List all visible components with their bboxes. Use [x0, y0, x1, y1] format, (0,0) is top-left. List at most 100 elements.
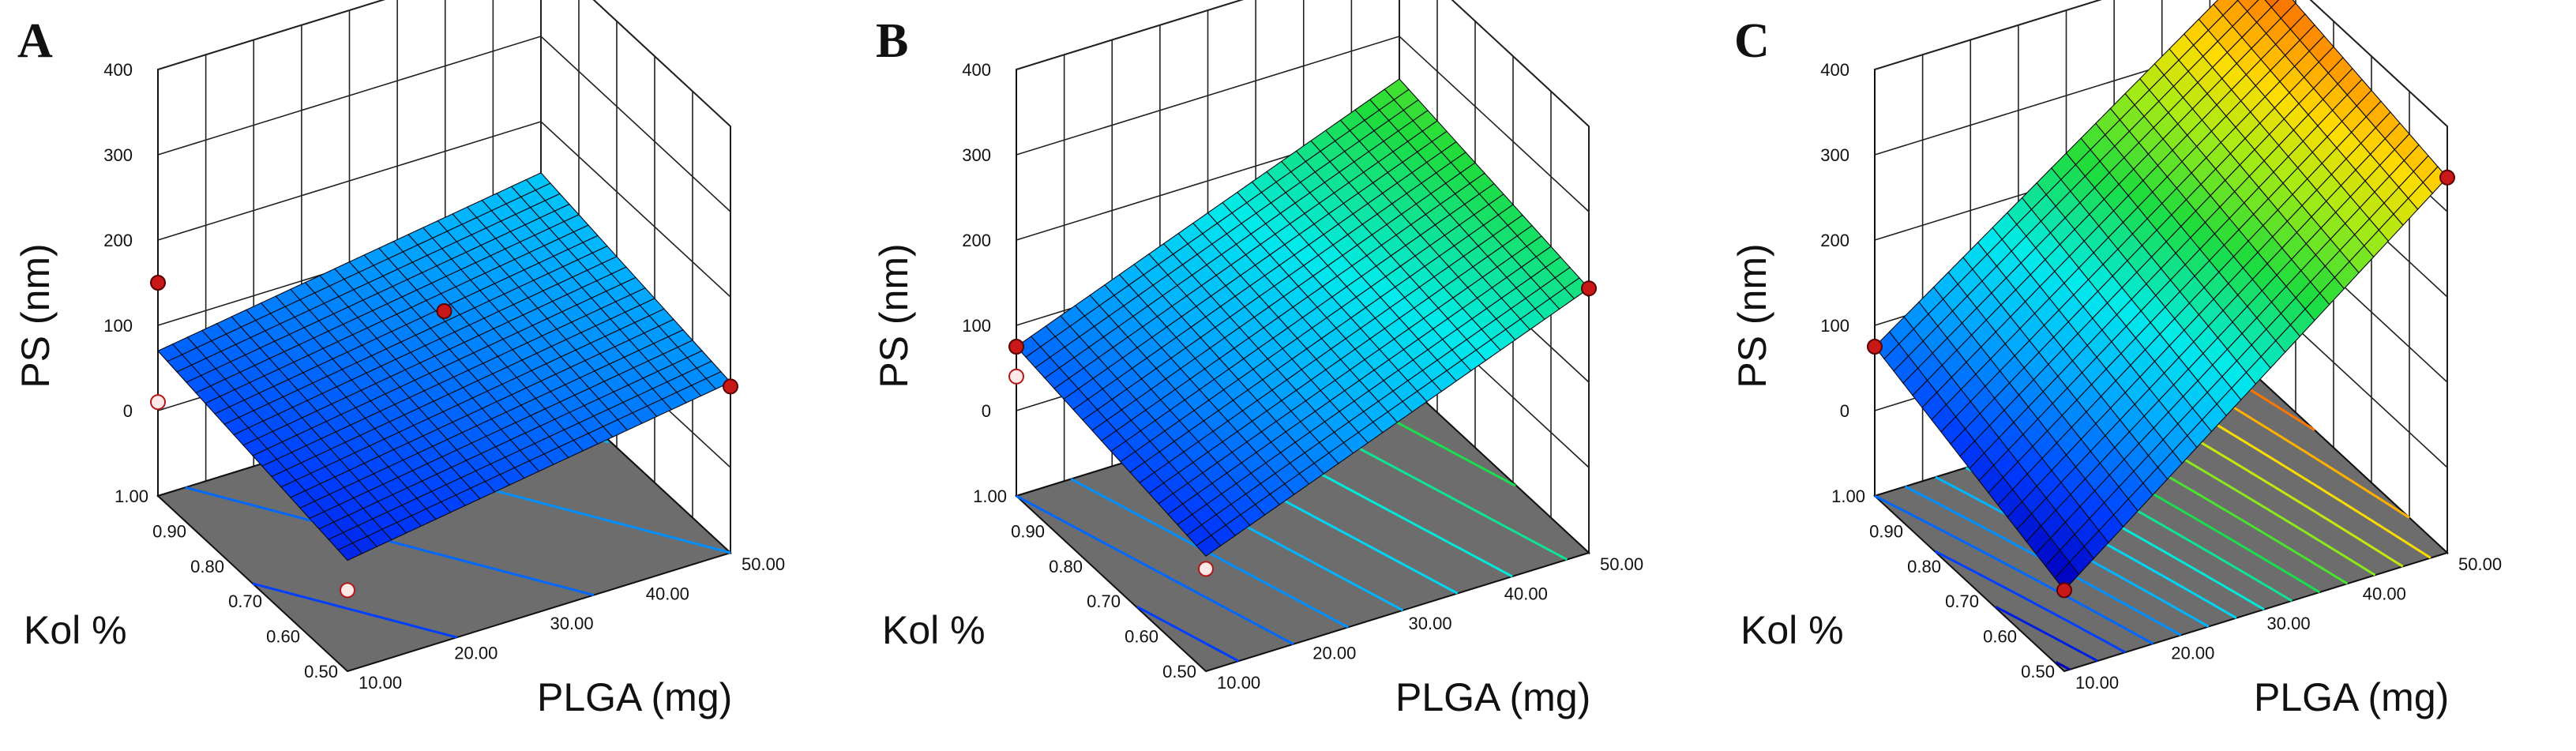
x-tick-label: 50.00 — [2458, 554, 2502, 574]
design-point-above — [723, 378, 738, 395]
z-tick-label: 0 — [123, 401, 133, 421]
x-tick-label: 40.00 — [646, 584, 689, 604]
y-axis-title: Kol % — [882, 608, 986, 652]
z-axis-title: PS (nm) — [13, 243, 58, 388]
y-tick-label: 1.00 — [1831, 486, 1865, 506]
z-tick-label: 400 — [1820, 60, 1849, 80]
x-axis-title: PLGA (mg) — [537, 675, 732, 719]
design-point-below — [340, 582, 355, 599]
contour-line — [1136, 605, 1240, 663]
y-tick-label: 0.50 — [2021, 662, 2055, 682]
y-tick-label: 0.70 — [1945, 591, 1979, 611]
design-point-below — [1008, 368, 1024, 385]
z-grid — [1016, 0, 1590, 127]
x-tick-label: 30.00 — [2267, 614, 2311, 633]
design-point-above — [150, 275, 166, 291]
z-tick-label: 0 — [1840, 401, 1849, 421]
x-tick-label: 20.00 — [1312, 644, 1356, 663]
design-points — [1867, 169, 2455, 599]
design-point-below — [1198, 561, 1214, 577]
z-tick-label: 200 — [103, 231, 133, 250]
panel-c: C 400 300 200 100 0 0.50 0.60 0.70 0.80 0.90 1.00 1… — [1717, 0, 2575, 751]
z-grid — [157, 0, 731, 127]
z-tick-label: 200 — [962, 231, 991, 250]
x-axis-title: PLGA (mg) — [1395, 675, 1590, 719]
x-tick-label: 40.00 — [1504, 584, 1548, 604]
surface — [157, 172, 731, 561]
z-tick-label: 300 — [1820, 145, 1849, 165]
y-tick-label: 1.00 — [973, 486, 1007, 506]
ticks: 400 300 200 100 0 0.500.600.700.800.901.00 10.… — [962, 60, 1643, 693]
panel-letter: C — [1734, 14, 1770, 68]
surface-cell — [2236, 0, 2259, 13]
y-tick-label: 0.60 — [266, 627, 300, 647]
contour-line — [1995, 605, 2098, 663]
y-tick-label: 0.80 — [1049, 557, 1083, 576]
ticks: 400 300 200 100 0 0.500.600.700.800.901.00 10.… — [1820, 60, 2502, 693]
y-tick-label: 0.80 — [1907, 557, 1941, 576]
x-tick-label: 50.00 — [1600, 554, 1643, 574]
y-tick-label: 0.90 — [1011, 521, 1045, 541]
x-tick-label: 20.00 — [2171, 644, 2214, 663]
contour-line — [2178, 400, 2431, 559]
design-point-above — [2056, 582, 2072, 599]
z-tick-label: 400 — [962, 60, 991, 80]
panel-letter: B — [876, 14, 908, 68]
chart-c: C 400 300 200 100 0 0.500.600.700.800.901.00 1… — [1730, 0, 2502, 719]
x-tick-label: 30.00 — [550, 614, 594, 633]
z-grid — [157, 36, 731, 212]
z-grid — [1016, 36, 1590, 212]
z-axis-title: PS (nm) — [1730, 243, 1774, 388]
contour-line — [1016, 494, 1294, 646]
x-tick-label: 10.00 — [359, 673, 402, 693]
z-tick-label: 300 — [103, 145, 133, 165]
x-tick-label: 10.00 — [1217, 673, 1260, 693]
x-tick-label: 20.00 — [454, 644, 498, 663]
y-tick-label: 0.50 — [304, 662, 338, 682]
design-points — [150, 275, 738, 599]
design-point-above — [436, 303, 452, 319]
y-tick-label: 0.60 — [1983, 627, 2017, 647]
chart-a: A 400 300 200 100 0 0.500.600.700.800.901.00 1… — [13, 0, 785, 719]
x-tick-label: 50.00 — [742, 554, 785, 574]
y-tick-label: 0.70 — [228, 591, 262, 611]
x-tick-label: 10.00 — [2075, 673, 2119, 693]
z-tick-label: 200 — [1820, 231, 1849, 250]
x-axis-title: PLGA (mg) — [2254, 675, 2449, 719]
surface-cell — [2264, 0, 2280, 9]
y-tick-label: 0.80 — [190, 557, 224, 576]
z-tick-label: 100 — [962, 316, 991, 336]
contour-line — [1934, 550, 2127, 654]
panel-b: B 400 300 200 100 0 0.50 0.60 0.70 0.80 0.90 1.00 1… — [858, 0, 1717, 751]
contour-line — [1874, 494, 2154, 645]
z-grid — [1874, 0, 2448, 127]
z-axis-title: PS (nm) — [872, 243, 916, 388]
y-tick-label: 0.60 — [1125, 627, 1158, 647]
y-tick-label: 0.70 — [1087, 591, 1121, 611]
z-tick-label: 0 — [982, 401, 991, 421]
contour-line — [2239, 381, 2315, 431]
x-tick-label: 30.00 — [1409, 614, 1452, 633]
contour-line — [2055, 661, 2071, 671]
z-tick-label: 100 — [1820, 316, 1849, 336]
design-points — [1008, 280, 1597, 577]
surface — [1874, 0, 2448, 591]
design-point-above — [1581, 280, 1597, 297]
y-tick-label: 0.50 — [1162, 662, 1196, 682]
x-tick-label: 40.00 — [2363, 584, 2406, 604]
panel-letter: A — [17, 14, 53, 68]
design-point-above — [2439, 169, 2455, 186]
y-tick-label: 0.90 — [1869, 521, 1903, 541]
contour-line — [252, 582, 457, 639]
design-point-above — [1008, 339, 1024, 355]
z-grid — [157, 121, 731, 298]
surface — [1016, 78, 1590, 557]
design-point-above — [1867, 339, 1883, 355]
y-axis-title: Kol % — [24, 608, 127, 652]
panel-a: A 400 300 200 100 0 0.50 0.60 0.70 0.80 0.90 1.00 1… — [0, 0, 858, 751]
contour-line — [2208, 391, 2410, 519]
chart-b: B 400 300 200 100 0 0.500.600.700.800.901.00 1… — [872, 0, 1643, 719]
z-tick-label: 100 — [103, 316, 133, 336]
y-tick-label: 1.00 — [115, 486, 148, 506]
